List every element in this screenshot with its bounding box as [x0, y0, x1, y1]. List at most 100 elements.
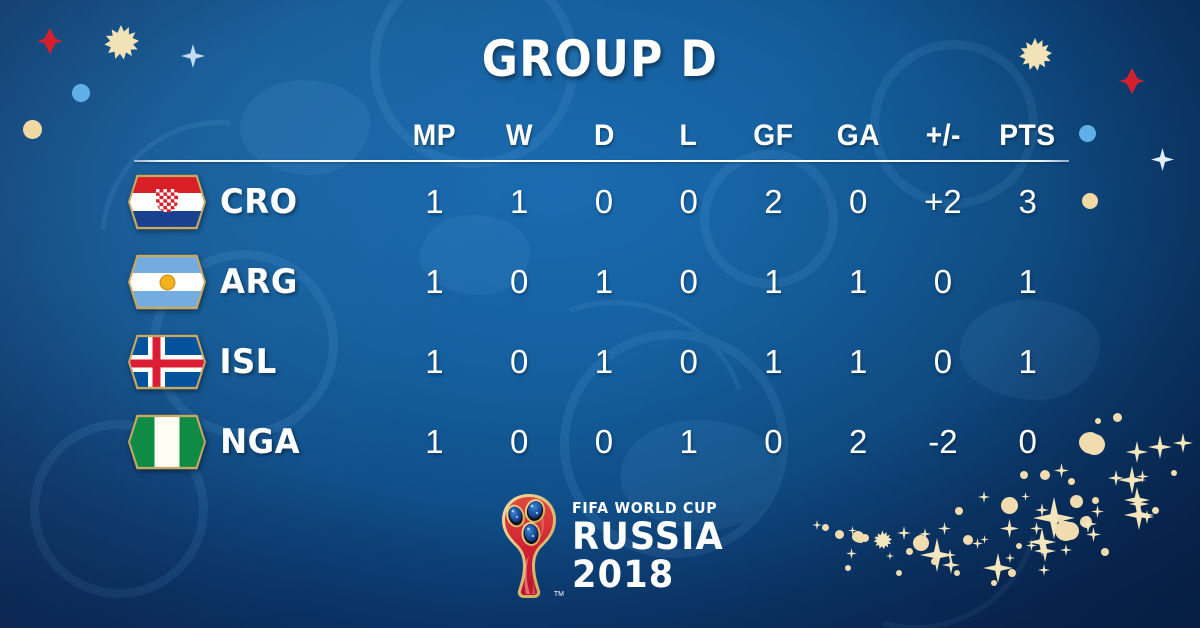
gold-dot-confetti-icon [1095, 418, 1101, 424]
cell-cro-pts: 3 [1018, 183, 1037, 220]
cell-cro-d: 0 [594, 183, 614, 220]
gold-dot-confetti-icon [991, 580, 997, 586]
gold-sparkle-icon [846, 548, 857, 559]
cell-cro-l: 0 [679, 183, 698, 220]
table-row: ARG 1 0 1 0 1 1 0 1 [128, 242, 1070, 322]
gold-sparkle-icon [1118, 466, 1146, 494]
cell-arg-ga: 1 [848, 263, 868, 300]
gold-dot-confetti-icon [906, 548, 913, 555]
cell-cro-gf: 2 [764, 183, 783, 220]
column-header-gd: +/- [925, 119, 961, 152]
gold-dot-confetti-icon [1084, 434, 1105, 455]
cell-cro-ga: 0 [848, 183, 868, 220]
gold-sparkle-icon [1173, 433, 1193, 453]
gold-dot-confetti-icon [1082, 193, 1098, 209]
logo-country-text: RUSSIA [572, 515, 724, 558]
team-code-arg: ARG [220, 262, 298, 302]
cell-isl-gd: 0 [933, 343, 953, 380]
table-header-row: MP W D L GF GA +/- PTS [130, 112, 1070, 160]
argentina-flag-icon [128, 254, 206, 310]
table-row: ISL 1 0 1 0 1 1 0 1 [128, 322, 1070, 402]
gold-dot-confetti-icon [896, 570, 902, 576]
team-code-cro: CRO [220, 182, 298, 222]
cell-nga-d: 0 [594, 423, 614, 460]
gold-sparkle-icon [848, 526, 857, 535]
gold-dot-confetti-icon [852, 531, 864, 543]
gold-sparkle-icon [874, 530, 891, 547]
cell-isl-w: 0 [509, 343, 529, 380]
gold-sparkle-icon [1148, 435, 1172, 459]
column-header-pts: PTS [999, 119, 1056, 152]
gold-sparkle-icon [1034, 540, 1056, 562]
logo-year-text: 2018 [572, 553, 675, 596]
gold-dot-confetti-icon [1008, 569, 1016, 577]
gold-sparkle-icon [812, 520, 822, 530]
cell-isl-d: 1 [594, 343, 614, 380]
cell-arg-pts: 1 [1018, 263, 1037, 300]
cell-arg-gd: 0 [933, 263, 953, 300]
gold-sparkle-icon [1091, 505, 1104, 518]
world-cup-trophy-emblem-icon: TM [498, 492, 564, 600]
gold-dot-confetti-icon [954, 570, 960, 576]
gold-sparkle-icon [1079, 515, 1097, 533]
gold-dot-confetti-icon [1016, 543, 1022, 549]
gold-sparkle-icon [1000, 519, 1019, 538]
gold-dot-confetti-icon [861, 534, 869, 542]
team-code-nga: NGA [220, 422, 301, 462]
gold-sparkle-icon [978, 491, 990, 503]
team-cell-nga: NGA [128, 414, 392, 470]
cell-cro-mp: 1 [425, 183, 444, 220]
blue-star-confetti-icon [1151, 148, 1174, 171]
gold-dot-confetti-icon [822, 524, 829, 531]
gold-dot-confetti-icon [1101, 548, 1109, 556]
gold-sparkle-icon [944, 549, 956, 561]
cell-arg-d: 1 [594, 263, 614, 300]
header-divider [134, 160, 1069, 162]
gold-sparkle-icon [886, 552, 894, 560]
gold-dot-confetti-icon [1061, 522, 1079, 540]
cell-arg-l: 0 [679, 263, 698, 300]
gold-sparkle-icon [983, 553, 1013, 583]
cell-isl-l: 0 [679, 343, 698, 380]
cell-nga-gd: -2 [928, 423, 958, 460]
cell-arg-gf: 1 [764, 263, 783, 300]
gold-dot-confetti-icon [1079, 432, 1101, 454]
gold-sparkle-icon [972, 538, 983, 549]
gold-dot-confetti-icon [1001, 497, 1018, 514]
logo-fifa-world-cup-text: FIFA WORLD CUP [572, 499, 718, 517]
page-title: GROUP D [481, 30, 719, 88]
gold-sparkle-icon [1005, 553, 1015, 563]
gold-sparkle-icon [938, 522, 951, 535]
red-diamond-confetti-icon [37, 28, 63, 54]
gold-dot-confetti-icon [1080, 516, 1092, 528]
standings-table: MP W D L GF GA +/- PTS CRO 1 1 0 0 2 0 +… [128, 112, 1070, 482]
gold-sparkle-icon [1108, 470, 1124, 486]
gold-sparkle-icon [920, 538, 954, 572]
gold-sparkle-icon [1126, 441, 1148, 463]
cell-nga-gf: 0 [764, 423, 783, 460]
gold-dot-confetti-icon [1070, 495, 1083, 508]
gold-dot-confetti-icon [1055, 521, 1075, 541]
team-cell-cro: CRO [128, 174, 392, 230]
gold-sparkle-icon [1136, 470, 1149, 483]
blue-dot-confetti-icon [72, 84, 90, 102]
cell-nga-mp: 1 [425, 423, 444, 460]
cell-nga-w: 0 [509, 423, 529, 460]
cell-isl-mp: 1 [425, 343, 444, 380]
cell-isl-pts: 1 [1018, 343, 1037, 380]
gold-sparkle-icon [1026, 540, 1037, 551]
gold-sunburst-confetti-icon [873, 531, 892, 550]
gold-sparkle-icon [1129, 494, 1149, 514]
table-row: CRO 1 1 0 0 2 0 +2 3 [128, 162, 1070, 242]
team-code-isl: ISL [219, 342, 277, 382]
nigeria-flag-icon [128, 414, 206, 470]
gold-sparkle-icon [919, 528, 931, 540]
gold-sparkle-icon [1033, 497, 1075, 539]
gold-dot-confetti-icon [963, 535, 973, 545]
gold-dot-confetti-icon [845, 565, 851, 571]
gold-dot-confetti-icon [931, 558, 938, 565]
column-header-w: W [505, 119, 533, 152]
gold-sparkle-icon [1063, 529, 1073, 539]
gold-dot-confetti-icon [1057, 516, 1064, 523]
gold-sparkle-icon [1030, 522, 1043, 535]
